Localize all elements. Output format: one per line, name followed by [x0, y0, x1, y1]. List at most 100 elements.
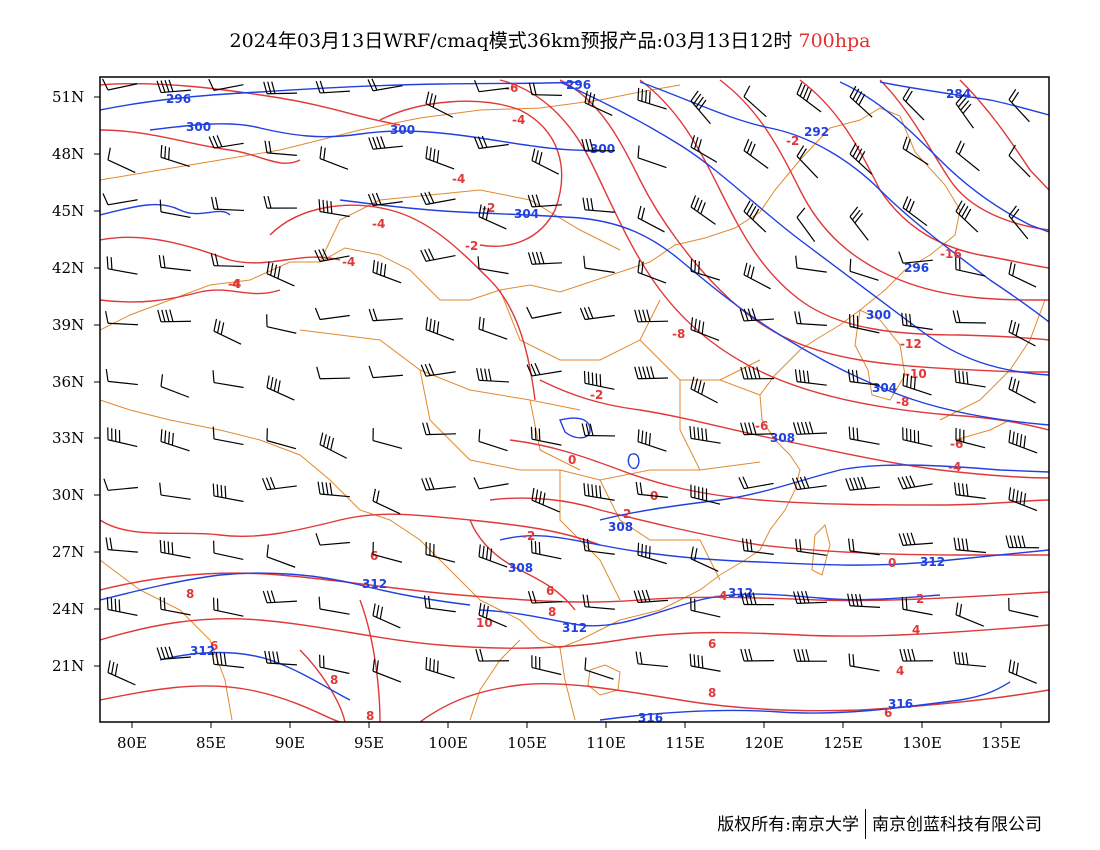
- wind-barb-feather: [168, 431, 171, 445]
- wind-barb: [102, 78, 138, 91]
- wind-barb-feather: [701, 382, 706, 395]
- wind-barb-shaft: [637, 320, 669, 323]
- wind-barb-feather: [429, 318, 432, 332]
- wind-barb-feather: [376, 490, 380, 503]
- wind-barb: [212, 426, 244, 446]
- wind-barb-shaft: [425, 553, 456, 563]
- wind-barb-feather: [802, 370, 806, 383]
- wind-barb-feather: [852, 654, 855, 667]
- wind-barb-feather: [743, 308, 749, 321]
- wind-barb-feather: [744, 422, 749, 435]
- wind-barb: [898, 251, 933, 264]
- wind-barb-shaft: [319, 377, 351, 380]
- wind-barb: [210, 196, 244, 212]
- wind-barb-feather: [420, 249, 427, 262]
- wind-barb-shaft: [902, 483, 933, 490]
- wind-barb-feather: [793, 591, 798, 604]
- wind-barb-shaft: [319, 157, 349, 170]
- wind-barb-shaft: [213, 381, 244, 389]
- wind-barb-feather: [531, 487, 535, 501]
- wind-barb: [690, 546, 719, 572]
- wind-barb-shaft: [213, 142, 244, 149]
- wind-barb-feather: [909, 475, 916, 488]
- wind-barb-feather: [794, 369, 798, 382]
- wind-barb-feather: [958, 370, 961, 383]
- wind-barb-feather: [219, 652, 223, 666]
- wind-barb-feather: [318, 199, 321, 212]
- wind-barb-shaft: [107, 268, 138, 275]
- wind-barb-shaft: [796, 93, 822, 113]
- temp-label: 6: [370, 549, 378, 563]
- wind-barb: [690, 258, 720, 281]
- wind-barb-feather: [367, 193, 374, 206]
- wind-barb-feather: [314, 249, 321, 262]
- wind-barb-shaft: [213, 552, 244, 560]
- wind-barb-shaft: [319, 608, 350, 615]
- wind-barb-feather: [425, 317, 429, 330]
- wind-barb-feather: [801, 649, 806, 662]
- wind-barb: [159, 539, 191, 559]
- wind-barb-shaft: [955, 151, 980, 172]
- wind-barb-feather: [799, 148, 807, 160]
- wind-barb-feather: [585, 423, 590, 436]
- wind-barb-feather: [216, 484, 219, 497]
- height-label: 300: [186, 120, 211, 134]
- wind-barb-feather: [1008, 430, 1012, 443]
- wind-barb-feather: [326, 200, 329, 213]
- wind-barb-shaft: [478, 267, 509, 275]
- wind-barb: [739, 308, 774, 322]
- wind-barb-feather: [962, 371, 965, 384]
- wind-barb-feather: [744, 366, 749, 380]
- wind-barb-shaft: [849, 665, 880, 672]
- wind-barb: [160, 144, 190, 168]
- wind-barb-shaft: [478, 379, 509, 383]
- wind-barb-feather: [599, 485, 602, 499]
- wind-barb-feather: [965, 652, 969, 666]
- wind-barb-feather: [535, 489, 539, 502]
- wind-barb-feather: [645, 90, 647, 103]
- wind-barb-feather: [107, 147, 111, 161]
- wind-barb-feather: [739, 308, 745, 322]
- temp-contour: [559, 79, 1049, 373]
- wind-barb: [637, 542, 667, 565]
- wind-barb-feather: [852, 427, 855, 440]
- wind-barb-feather: [845, 478, 851, 491]
- wind-barb-feather: [268, 650, 272, 664]
- wind-barb-feather: [898, 533, 904, 546]
- wind-barb-shaft: [743, 433, 775, 436]
- wind-barb-feather: [277, 266, 281, 279]
- wind-barb-feather: [858, 151, 866, 163]
- wind-barb-feather: [105, 310, 109, 324]
- wind-barb-feather: [482, 604, 486, 617]
- wind-barb-shaft: [743, 96, 767, 118]
- wind-barb-feather: [694, 318, 697, 332]
- wind-barb: [791, 476, 827, 491]
- wind-barb-shaft: [266, 600, 297, 604]
- wind-barb: [425, 656, 455, 679]
- height-label: 312: [728, 586, 753, 600]
- wind-barb-shaft: [531, 262, 562, 265]
- wind-barb-shaft: [478, 328, 508, 340]
- lat-tick-label: 45N: [52, 202, 84, 220]
- wind-barb: [425, 541, 456, 563]
- wind-barb: [953, 482, 986, 500]
- wind-barb-feather: [160, 429, 163, 442]
- wind-barb-feather: [855, 91, 863, 103]
- wind-barb-feather: [954, 369, 957, 383]
- wind-barb-feather: [582, 538, 586, 551]
- wind-barb-feather: [322, 248, 329, 261]
- wind-barb: [156, 79, 191, 94]
- wind-barb: [955, 200, 979, 233]
- wind-barb-feather: [534, 150, 539, 163]
- wind-barb: [208, 135, 244, 149]
- wind-barb-feather: [485, 207, 490, 221]
- wind-barb-shaft: [213, 663, 244, 669]
- wind-barb: [157, 309, 192, 323]
- wind-barb-shaft: [266, 326, 297, 334]
- temp-label: 2: [623, 507, 631, 521]
- wind-barb: [690, 135, 718, 163]
- wind-barb: [1008, 261, 1037, 288]
- wind-barb: [368, 365, 403, 379]
- wind-barb-feather: [797, 591, 802, 604]
